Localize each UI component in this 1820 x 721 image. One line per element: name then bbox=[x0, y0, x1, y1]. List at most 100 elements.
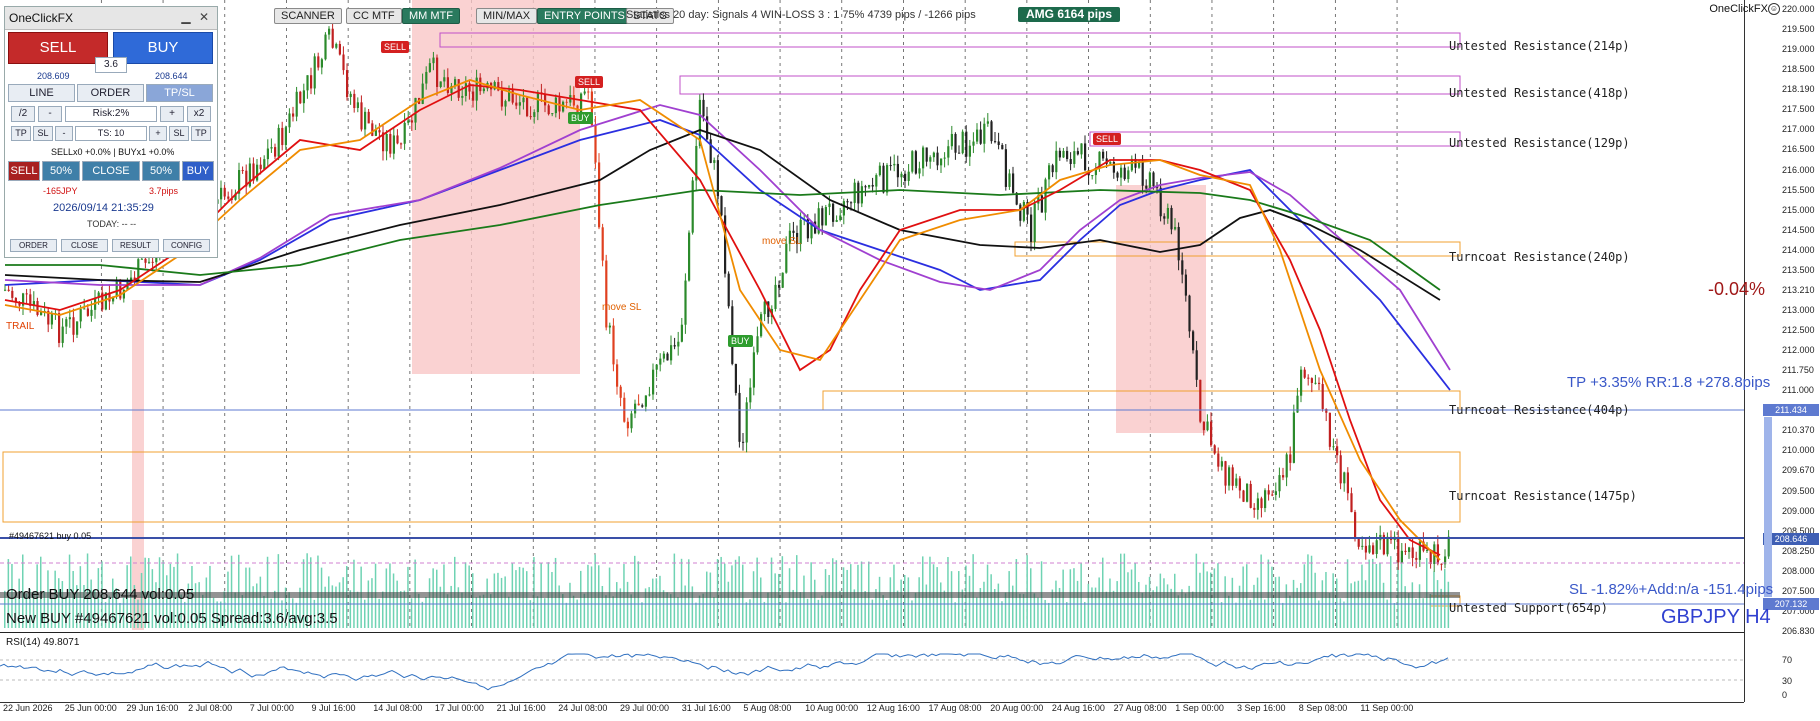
volume-bar bbox=[425, 597, 427, 628]
close-buy-button[interactable]: BUY bbox=[182, 161, 214, 181]
candle-body bbox=[673, 345, 676, 347]
cc-mtf-button[interactable]: CC MTF bbox=[346, 8, 402, 24]
volume-bar bbox=[108, 595, 110, 628]
volume-bar bbox=[1422, 598, 1424, 628]
volume-bar bbox=[1152, 590, 1154, 628]
candle-body bbox=[112, 296, 115, 302]
candle-body bbox=[25, 293, 28, 295]
footer-order-button[interactable]: ORDER bbox=[10, 239, 57, 252]
candle-body bbox=[396, 135, 399, 144]
ts-minus-button[interactable]: - bbox=[55, 126, 73, 141]
ts-plus-button[interactable]: + bbox=[149, 126, 167, 141]
date-tick: 10 Aug 00:00 bbox=[805, 703, 859, 713]
level-label: Untested Resistance(129p) bbox=[1449, 136, 1630, 150]
close-icon[interactable]: ✕ bbox=[198, 10, 210, 24]
volume-bar bbox=[1073, 568, 1075, 628]
volume-bar bbox=[691, 586, 694, 628]
volume-bar bbox=[914, 592, 917, 628]
candle-body bbox=[500, 90, 503, 107]
candle-body bbox=[1044, 179, 1047, 213]
candle-body bbox=[947, 146, 950, 158]
buy-button[interactable]: BUY bbox=[113, 32, 213, 64]
close-all-button[interactable]: CLOSE bbox=[82, 161, 140, 181]
min-max-button[interactable]: MIN/MAX bbox=[476, 8, 538, 24]
tab-order[interactable]: ORDER bbox=[77, 84, 144, 102]
volume-bar bbox=[490, 594, 492, 628]
candle-body bbox=[864, 186, 867, 188]
volume-bar bbox=[648, 587, 650, 628]
entry-points-button[interactable]: ENTRY POINTS bbox=[537, 8, 632, 24]
candle-body bbox=[817, 208, 820, 234]
price-tick: 216.500 bbox=[1782, 144, 1815, 155]
date-tick: 20 Aug 00:00 bbox=[990, 703, 1044, 713]
volume-bar bbox=[306, 553, 308, 628]
tp-button[interactable]: TP bbox=[11, 126, 31, 141]
price-tick: 219.000 bbox=[1782, 44, 1815, 55]
volume-bar bbox=[1195, 553, 1198, 628]
volume-bar bbox=[1289, 595, 1291, 628]
candle-body bbox=[918, 168, 921, 174]
volume-bar bbox=[1048, 602, 1050, 628]
price-axis[interactable] bbox=[1744, 0, 1820, 702]
risk-minus-button[interactable]: - bbox=[38, 106, 62, 122]
scanner-button[interactable]: SCANNER bbox=[274, 8, 342, 24]
mm-mtf-button[interactable]: MM MTF bbox=[402, 8, 460, 24]
stats-button[interactable]: STATS bbox=[626, 8, 674, 24]
halve-lot-button[interactable]: /2 bbox=[11, 106, 35, 122]
volume-bar bbox=[1339, 598, 1342, 628]
price-tick: 209.000 bbox=[1782, 505, 1815, 516]
minimize-icon[interactable]: ▁ bbox=[181, 10, 191, 24]
candle-body bbox=[1418, 541, 1421, 560]
price-chart[interactable] bbox=[0, 0, 1780, 630]
double-lot-button[interactable]: x2 bbox=[187, 106, 211, 122]
sell-button[interactable]: SELL bbox=[8, 32, 108, 64]
risk-plus-button[interactable]: + bbox=[160, 106, 184, 122]
close-sell-half-button[interactable]: 50% bbox=[42, 161, 80, 181]
candle-body bbox=[414, 97, 417, 123]
candle-body bbox=[1102, 151, 1105, 159]
rsi-window[interactable] bbox=[0, 632, 1780, 702]
candle-body bbox=[407, 120, 410, 123]
price-tick: 210.000 bbox=[1782, 445, 1815, 456]
footer-result-button[interactable]: RESULT bbox=[112, 239, 159, 252]
volume-bar bbox=[774, 573, 776, 628]
close-buy-half-button[interactable]: 50% bbox=[142, 161, 180, 181]
tab-tp-sl[interactable]: TP/SL bbox=[146, 84, 213, 102]
tab-line[interactable]: LINE bbox=[8, 84, 75, 102]
volume-bar bbox=[497, 572, 499, 628]
footer-close-button[interactable]: CLOSE bbox=[61, 239, 108, 252]
candle-body bbox=[760, 314, 763, 337]
close-sell-button[interactable]: SELL bbox=[8, 161, 40, 181]
footer-config-button[interactable]: CONFIG bbox=[163, 239, 210, 252]
volume-bar bbox=[1285, 584, 1288, 628]
candle-body bbox=[482, 88, 485, 92]
volume-bar bbox=[976, 597, 978, 628]
candle-body bbox=[1271, 494, 1274, 496]
candle-body bbox=[554, 97, 557, 114]
tp-button-right[interactable]: TP bbox=[191, 126, 211, 141]
sl-button[interactable]: SL bbox=[33, 126, 53, 141]
candle-body bbox=[605, 260, 608, 328]
candle-body bbox=[1282, 475, 1285, 478]
candle-body bbox=[994, 141, 997, 143]
panel-header[interactable]: OneClickFX ▁ ✕ bbox=[5, 7, 217, 30]
candle-body bbox=[1303, 369, 1306, 378]
candle-body bbox=[1080, 143, 1083, 155]
candle-body bbox=[936, 152, 939, 166]
candle-body bbox=[983, 123, 986, 144]
volume-bar bbox=[504, 576, 506, 628]
candle-body bbox=[1091, 175, 1094, 177]
sl-button-right[interactable]: SL bbox=[169, 126, 189, 141]
volume-bar bbox=[950, 571, 953, 628]
candle-body bbox=[842, 201, 845, 216]
candle-body bbox=[950, 133, 953, 147]
candle-body bbox=[1138, 161, 1141, 168]
volume-bar bbox=[281, 600, 283, 628]
candle-body bbox=[688, 232, 691, 281]
candle-body bbox=[979, 129, 982, 144]
candle-body bbox=[767, 301, 770, 317]
candle-body bbox=[961, 131, 964, 154]
profit-loss-pips: 3.7pips bbox=[149, 186, 179, 196]
candle-body bbox=[598, 162, 601, 228]
candle-body bbox=[601, 227, 604, 261]
